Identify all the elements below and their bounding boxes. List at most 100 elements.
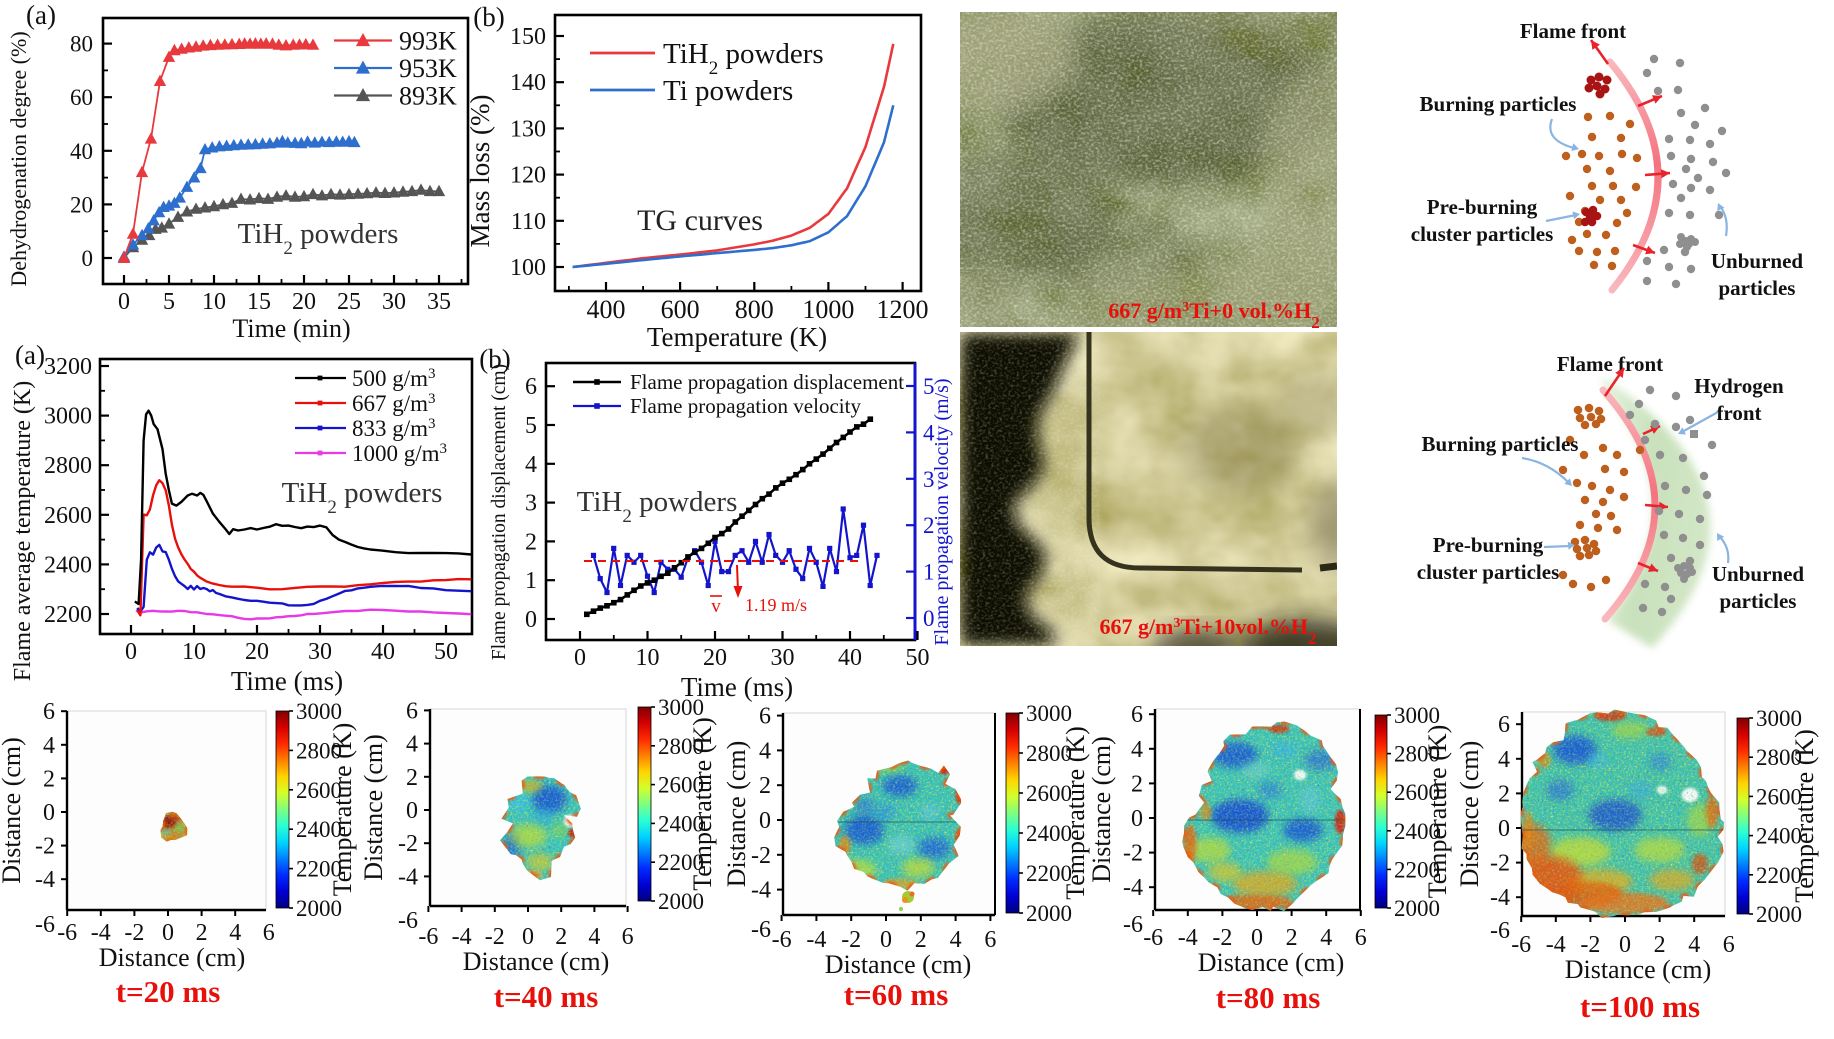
svg-text:1.19 m/s: 1.19 m/s <box>745 595 807 615</box>
svg-text:2000: 2000 <box>1394 896 1440 921</box>
svg-text:2600: 2600 <box>1394 780 1440 805</box>
svg-text:6: 6 <box>43 699 55 725</box>
svg-text:140: 140 <box>510 70 546 96</box>
svg-text:Distance (cm): Distance (cm) <box>463 947 610 976</box>
svg-text:50: 50 <box>434 639 458 665</box>
svg-text:-6: -6 <box>57 920 77 946</box>
svg-text:Flame average temperature (K): Flame average temperature (K) <box>10 381 36 682</box>
svg-text:30: 30 <box>771 645 795 671</box>
svg-text:0: 0 <box>406 798 418 824</box>
svg-text:2600: 2600 <box>1026 781 1072 806</box>
svg-text:t=80 ms: t=80 ms <box>1216 980 1321 1015</box>
svg-text:-4: -4 <box>1546 932 1566 958</box>
svg-text:Dehydrogenation degree (%): Dehydrogenation degree (%) <box>6 31 31 286</box>
svg-text:0: 0 <box>162 920 174 946</box>
svg-text:v: v <box>711 596 721 617</box>
svg-text:953K: 953K <box>399 54 457 83</box>
svg-text:0: 0 <box>1251 925 1263 951</box>
svg-text:Temperature (K): Temperature (K) <box>328 723 357 897</box>
svg-text:-2: -2 <box>751 843 771 869</box>
svg-text:-4: -4 <box>35 867 55 893</box>
svg-text:Temperature (K): Temperature (K) <box>647 322 827 352</box>
svg-text:0: 0 <box>43 800 55 826</box>
svg-text:-6: -6 <box>1490 918 1510 944</box>
svg-text:2000: 2000 <box>296 896 342 921</box>
svg-text:2400: 2400 <box>296 817 342 842</box>
svg-text:5: 5 <box>525 413 537 439</box>
svg-text:3000: 3000 <box>658 695 704 720</box>
svg-text:Unburned: Unburned <box>1712 562 1805 586</box>
svg-text:25: 25 <box>337 289 361 315</box>
svg-text:20: 20 <box>245 639 269 665</box>
svg-text:2: 2 <box>915 927 927 953</box>
svg-text:2800: 2800 <box>658 734 704 759</box>
svg-text:Time (min): Time (min) <box>232 314 350 343</box>
svg-text:35: 35 <box>427 289 451 315</box>
svg-text:Flame propagation displacement: Flame propagation displacement <box>630 370 904 394</box>
svg-text:-4: -4 <box>1123 875 1143 901</box>
svg-text:t=60 ms: t=60 ms <box>844 977 949 1012</box>
svg-text:2: 2 <box>1286 925 1298 951</box>
svg-text:40: 40 <box>70 139 93 164</box>
svg-text:4: 4 <box>1688 932 1700 958</box>
svg-text:Flame front: Flame front <box>1520 19 1626 43</box>
svg-text:4: 4 <box>1131 737 1143 763</box>
svg-text:Hydrogen: Hydrogen <box>1694 374 1784 398</box>
svg-text:2: 2 <box>406 765 418 791</box>
svg-text:-6: -6 <box>1511 932 1531 958</box>
svg-text:3000: 3000 <box>1756 706 1802 731</box>
svg-text:6: 6 <box>406 698 418 724</box>
svg-text:4: 4 <box>229 920 241 946</box>
svg-text:Ti powders: Ti powders <box>663 75 793 107</box>
svg-text:6: 6 <box>1498 712 1510 738</box>
svg-text:Time (ms): Time (ms) <box>231 666 343 696</box>
svg-text:Distance (cm): Distance (cm) <box>825 950 972 979</box>
svg-text:2: 2 <box>555 924 567 950</box>
svg-text:-2: -2 <box>1123 841 1143 867</box>
svg-text:2200: 2200 <box>296 857 342 882</box>
svg-text:0: 0 <box>1131 806 1143 832</box>
svg-text:6: 6 <box>1131 702 1143 728</box>
svg-text:20: 20 <box>292 289 316 315</box>
svg-text:Distance (cm): Distance (cm) <box>1087 736 1116 883</box>
svg-text:2: 2 <box>525 529 537 555</box>
svg-text:5: 5 <box>163 289 175 315</box>
svg-text:2600: 2600 <box>658 773 704 798</box>
svg-text:0: 0 <box>923 606 935 631</box>
svg-text:110: 110 <box>511 209 546 235</box>
svg-text:500 g/m3: 500 g/m3 <box>352 366 436 391</box>
svg-text:0: 0 <box>880 927 892 953</box>
svg-text:2200: 2200 <box>1756 863 1802 888</box>
svg-text:0: 0 <box>574 645 586 671</box>
svg-text:4: 4 <box>923 420 935 445</box>
svg-text:20: 20 <box>70 192 93 217</box>
svg-text:6: 6 <box>1355 925 1367 951</box>
svg-text:Mass loss (%): Mass loss (%) <box>465 95 495 248</box>
svg-text:-6: -6 <box>1143 925 1163 951</box>
svg-text:4: 4 <box>43 733 55 759</box>
svg-text:-4: -4 <box>91 920 111 946</box>
svg-text:t=100 ms: t=100 ms <box>1580 989 1700 1024</box>
svg-text:-6: -6 <box>418 924 438 950</box>
svg-text:Unburned: Unburned <box>1711 249 1804 273</box>
svg-text:Time (ms): Time (ms) <box>681 672 793 702</box>
svg-text:2: 2 <box>1654 932 1666 958</box>
svg-text:-4: -4 <box>751 878 771 904</box>
svg-text:t=20 ms: t=20 ms <box>116 974 221 1009</box>
svg-text:80: 80 <box>70 32 93 57</box>
svg-text:4: 4 <box>1320 925 1332 951</box>
svg-text:3000: 3000 <box>1394 703 1440 728</box>
svg-text:0: 0 <box>522 924 534 950</box>
svg-text:Burning particles: Burning particles <box>1420 92 1577 116</box>
svg-text:Distance (cm): Distance (cm) <box>0 737 26 884</box>
svg-text:130: 130 <box>510 116 546 142</box>
svg-text:-6: -6 <box>772 927 792 953</box>
svg-text:(b): (b) <box>479 344 510 374</box>
svg-text:4: 4 <box>759 738 771 764</box>
svg-text:3000: 3000 <box>1026 701 1072 726</box>
svg-text:Flame front: Flame front <box>1557 352 1663 376</box>
svg-text:2400: 2400 <box>1756 824 1802 849</box>
svg-text:Temperature (K): Temperature (K) <box>1423 725 1452 899</box>
svg-text:particles: particles <box>1720 589 1797 613</box>
svg-text:Flame propagation velocity: Flame propagation velocity <box>630 394 861 418</box>
